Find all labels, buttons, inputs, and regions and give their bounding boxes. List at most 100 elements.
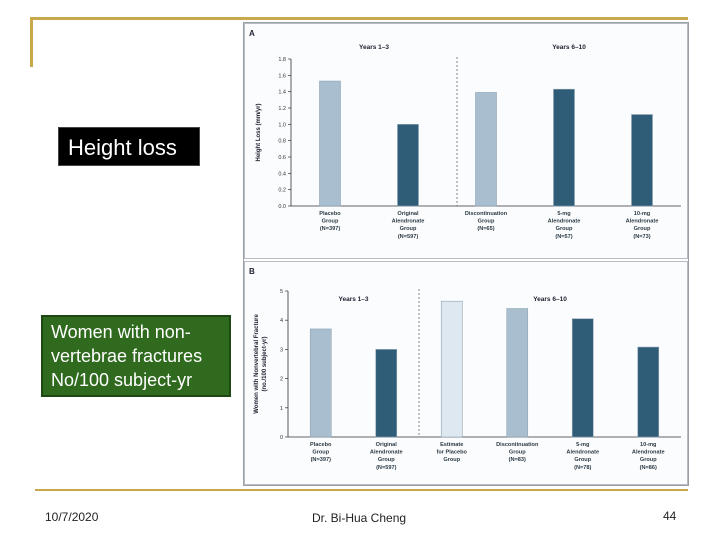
- panel-a-category-label-line: (N=397): [320, 226, 341, 232]
- panel-a-period-label-1: Years 1–3: [359, 44, 389, 51]
- panel-a-category-label-line: 5-mg: [557, 211, 571, 217]
- panel-b-period-label-1: Years 1–3: [338, 296, 368, 303]
- panel-b-category-label-line: 10-mg: [640, 442, 657, 448]
- panel-a-category-label-1: Placebo Group (N=397): [319, 211, 341, 232]
- panel-b-category-label-line: (N=397): [311, 457, 332, 463]
- panel-b-y-axis-label-line: Women with Nonvertebral Fracture: [254, 314, 260, 414]
- panel-b-y-tick-label: 4: [280, 318, 283, 324]
- panel-a-label: A: [249, 29, 255, 38]
- panel-a-period-label-2: Years 6–10: [552, 44, 586, 51]
- fracture-label-line-3: No/100 subject-yr: [51, 370, 193, 390]
- accent-line-top: [30, 17, 688, 20]
- panel-a-y-tick-label: 1.2: [278, 106, 286, 112]
- panel-b-period-label-2: Years 6–10: [533, 296, 567, 303]
- panel-b-category-label-line: for Placebo: [437, 450, 468, 456]
- panel-a-bar-3: [475, 92, 497, 207]
- panel-a-bar-5: [631, 114, 653, 207]
- panel-b-category-label-1: Placebo Group (N=397): [310, 442, 332, 463]
- panel-b-category-label-line: (N=597): [376, 465, 397, 471]
- panel-a-category-label-line: Alendronate: [626, 219, 659, 225]
- panel-a-category-label-line: (N=57): [555, 234, 572, 240]
- panel-b-category-label-line: Group: [509, 450, 526, 456]
- fracture-label: Women with non- vertebrae fractures No/1…: [41, 315, 231, 397]
- panel-a-y-tick-label: 0.4: [278, 171, 286, 177]
- panel-b-category-label-line: Group: [443, 457, 460, 463]
- panel-b-category-label-3: Estimate for Placebo Group: [437, 442, 468, 463]
- panel-b-category-label-line: Alendronate: [370, 450, 403, 456]
- footer-date: 10/7/2020: [45, 510, 99, 524]
- panel-b-category-label-line: 5-mg: [576, 442, 590, 448]
- panel-a-category-label-line: Alendronate: [392, 219, 425, 225]
- accent-line-bottom: [35, 489, 688, 491]
- panel-a-category-label-4: 5-mg Alendronate Group (N=57): [548, 211, 581, 240]
- panel-b-y-tick-label: 5: [280, 289, 283, 295]
- accent-line-left: [30, 17, 33, 67]
- panel-b-y-tick-label: 1: [280, 406, 283, 412]
- panel-b-label: B: [249, 267, 255, 276]
- panel-a-category-label-line: Group: [478, 219, 495, 225]
- panel-b-category-label-line: (N=83): [509, 457, 526, 463]
- height-loss-label: Height loss: [58, 127, 200, 166]
- chart-figure: A 0.0 0.2 0.4 0.6 0.8 1.0 1.2 1.4 1.6 1.8 Height Lo…: [243, 22, 689, 486]
- panel-a-y-tick-label: 0.8: [278, 139, 286, 145]
- panel-a-y-tick-label: 1.6: [278, 73, 286, 79]
- panel-a-category-label-line: Placebo: [319, 211, 341, 217]
- panel-a-y-axis-label: Height Loss (mm/yr): [256, 103, 262, 161]
- panel-a-category-label-line: (N=65): [477, 226, 494, 232]
- panel-a-y-tick-label: 1.0: [278, 122, 286, 128]
- panel-b-category-label-4: Discontinuation Group (N=83): [496, 442, 539, 463]
- panel-b-category-label-line: (N=86): [640, 465, 657, 471]
- panel-b-category-label-line: Group: [312, 450, 329, 456]
- panel-b-category-label-line: Alendronate: [566, 450, 599, 456]
- panel-b-y-axis-label-line: (no./100 subject-yr): [262, 336, 268, 391]
- panel-a-category-label-5: 10-mg Alendronate Group (N=73): [626, 211, 659, 240]
- panel-b-y-tick-label: 3: [280, 347, 283, 353]
- fracture-label-line-1: Women with non-: [51, 322, 191, 342]
- panel-b-category-label-line: Group: [640, 457, 657, 463]
- panel-a-category-label-line: Discontinuation: [465, 211, 508, 217]
- panel-a-bar-2: [397, 124, 419, 207]
- panel-b-bar-3: [440, 300, 463, 438]
- panel-b-y-tick-label: 2: [280, 377, 283, 383]
- panel-b-category-label-line: Alendronate: [632, 450, 665, 456]
- panel-b-bar-4: [506, 308, 529, 438]
- panel-a-y-tick-label: 1.8: [278, 57, 286, 63]
- footer-page-number: 44: [663, 509, 677, 523]
- panel-a-category-label-line: (N=73): [633, 234, 650, 240]
- panel-a-category-label-3: Discontinuation Group (N=65): [465, 211, 508, 232]
- panel-b-bar-5: [571, 318, 594, 438]
- panel-b-category-label-6: 10-mg Alendronate Group (N=86): [632, 442, 665, 471]
- panel-b-category-label-line: (N=78): [574, 465, 591, 471]
- panel-b-y-tick-label: 0: [280, 435, 283, 441]
- panel-a-category-label-line: 10-mg: [634, 211, 651, 217]
- panel-b-category-label-5: 5-mg Alendronate Group (N=78): [566, 442, 599, 471]
- panel-b-category-label-line: Group: [574, 457, 591, 463]
- panel-a-frame: [244, 23, 688, 259]
- panel-b-category-label-line: Discontinuation: [496, 442, 539, 448]
- panel-a-bar-1: [319, 80, 341, 207]
- panel-b-category-label-2: Original Alendronate Group (N=597): [370, 442, 403, 471]
- panel-b-category-label-line: Group: [378, 457, 395, 463]
- panel-b-category-label-line: Estimate: [440, 442, 463, 448]
- panel-b-bar-2: [375, 349, 398, 438]
- panel-b-category-label-line: Placebo: [310, 442, 332, 448]
- panel-a-category-label-line: Original: [397, 211, 419, 217]
- panel-a-category-label-line: Group: [556, 226, 573, 232]
- panel-a-category-label-2: Original Alendronate Group (N=597): [392, 211, 425, 240]
- panel-a-y-tick-label: 1.4: [278, 90, 286, 96]
- chart-svg: A 0.0 0.2 0.4 0.6 0.8 1.0 1.2 1.4 1.6 1.8 Height Lo…: [244, 23, 688, 485]
- footer-author: Dr. Bi-Hua Cheng: [312, 511, 407, 525]
- fracture-label-line-2: vertebrae fractures: [51, 346, 203, 366]
- panel-a-category-label-line: Group: [322, 219, 339, 225]
- panel-a-category-label-line: Alendronate: [548, 219, 581, 225]
- panel-a-y-tick-label: 0.0: [278, 204, 286, 210]
- panel-b-y-axis-label: Women with Nonvertebral Fracture (no./100…: [254, 314, 268, 414]
- panel-b-category-label-line: Original: [376, 442, 398, 448]
- panel-b-bar-6: [637, 346, 660, 438]
- panel-a-category-label-line: Group: [634, 226, 651, 232]
- panel-a-bar-4: [553, 88, 575, 207]
- panel-a-y-tick-label: 0.2: [278, 188, 286, 194]
- panel-a-category-label-line: (N=597): [398, 234, 419, 240]
- panel-a-y-tick-label: 0.6: [278, 155, 286, 161]
- panel-b-bar-1: [309, 328, 332, 438]
